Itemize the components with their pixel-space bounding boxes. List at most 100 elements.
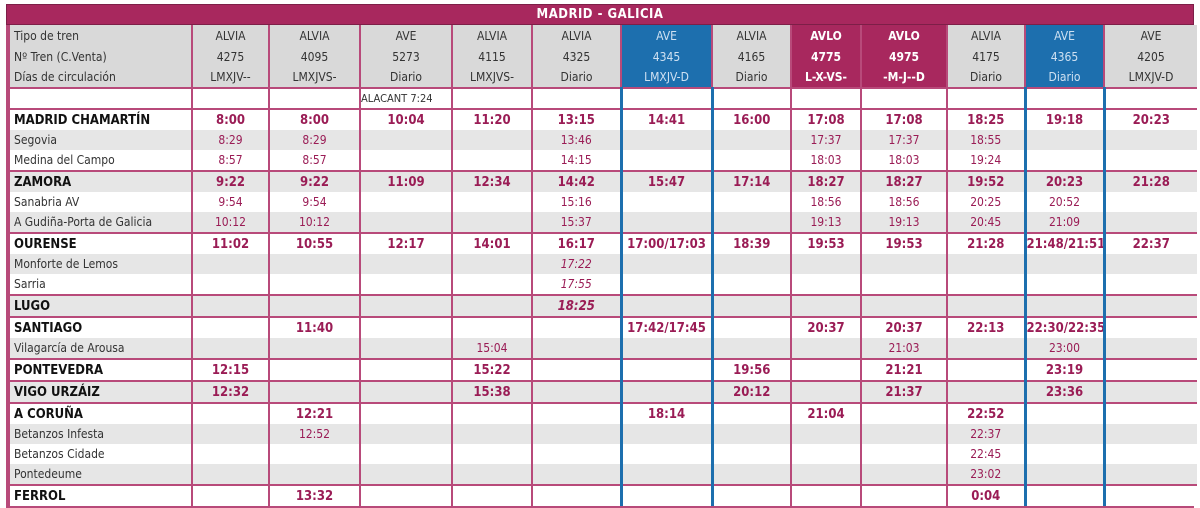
time-cell — [451, 294, 532, 317]
time-cell — [711, 192, 791, 212]
time-cell — [860, 402, 947, 424]
time-cell: 16:00 — [711, 108, 791, 130]
time-cell: 21:04 — [790, 402, 861, 424]
station-name: MADRID CHAMARTÍN — [8, 108, 192, 130]
timetable-title: MADRID - GALICIA — [6, 4, 1194, 25]
time-cell: 18:56 — [790, 192, 861, 212]
note-row: ALACANT 7:24 — [8, 87, 1197, 109]
time-cell: 18:14 — [619, 402, 714, 424]
note-cell — [711, 87, 791, 109]
time-cell: 15:47 — [619, 170, 714, 192]
time-cell: 20:12 — [711, 380, 791, 403]
station-name: FERROL — [8, 484, 192, 506]
time-cell — [860, 444, 947, 464]
time-cell: 13:32 — [268, 484, 360, 506]
time-cell — [531, 316, 621, 338]
time-cell — [711, 316, 791, 338]
time-cell: 22:52 — [946, 402, 1025, 424]
time-cell — [531, 380, 621, 403]
station-name: Monforte de Lemos — [8, 254, 192, 274]
time-cell: 14:15 — [531, 150, 621, 171]
time-cell — [619, 212, 714, 233]
header-label: Días de circulación — [8, 67, 192, 88]
time-cell: 21:28 — [946, 232, 1025, 254]
train-type-cell: ALVIA — [451, 25, 532, 47]
time-cell: 18:39 — [711, 232, 791, 254]
time-cell: 18:55 — [946, 130, 1025, 150]
time-cell — [860, 294, 947, 317]
station-name: Sarria — [8, 274, 192, 295]
time-cell: 9:54 — [268, 192, 360, 212]
time-cell — [451, 484, 532, 506]
time-cell: 19:53 — [790, 232, 861, 254]
time-cell: 20:45 — [946, 212, 1025, 233]
time-cell: 18:27 — [860, 170, 947, 192]
time-cell: 12:17 — [359, 232, 452, 254]
time-cell — [359, 358, 452, 381]
time-cell: 15:37 — [531, 212, 621, 233]
header-row-number: Nº Tren (C.Venta) 4275 4095 5273 4115 4325 434… — [8, 47, 1197, 67]
time-cell — [860, 484, 947, 506]
time-cell — [451, 316, 532, 338]
time-cell — [1103, 444, 1197, 464]
time-cell — [1023, 424, 1106, 444]
station-name: Segovia — [8, 130, 192, 150]
time-cell: 19:18 — [1023, 108, 1106, 130]
time-cell — [531, 464, 621, 485]
time-cell: 9:22 — [191, 170, 269, 192]
time-cell: 8:29 — [268, 130, 360, 150]
time-cell — [711, 464, 791, 485]
time-cell: 12:21 — [268, 402, 360, 424]
time-cell: 19:13 — [860, 212, 947, 233]
time-cell: 18:25 — [531, 294, 621, 317]
time-cell: 23:00 — [1023, 338, 1106, 359]
time-cell — [946, 254, 1025, 274]
time-cell — [1103, 192, 1197, 212]
time-cell — [619, 294, 714, 317]
time-cell — [790, 294, 861, 317]
time-cell — [711, 294, 791, 317]
time-cell — [191, 316, 269, 338]
time-cell — [711, 274, 791, 295]
time-cell — [191, 254, 269, 274]
station-row: A Gudiña-Porta de Galicia 10:12 10:12 15:37… — [8, 212, 1197, 233]
time-cell — [268, 338, 360, 359]
note-cell — [946, 87, 1025, 109]
station-row: FERROL 13:32 0:04 — [8, 484, 1197, 506]
time-cell — [268, 380, 360, 403]
time-cell: 17:55 — [531, 274, 621, 295]
station-name: PONTEVEDRA — [8, 358, 192, 381]
time-cell — [619, 130, 714, 150]
time-cell — [531, 402, 621, 424]
time-cell — [790, 444, 861, 464]
time-cell — [1103, 274, 1197, 295]
train-number-cell: 4205 — [1103, 47, 1197, 67]
time-cell: 10:55 — [268, 232, 360, 254]
time-cell — [1103, 212, 1197, 233]
time-cell — [790, 274, 861, 295]
time-cell — [946, 358, 1025, 381]
time-cell: 13:46 — [531, 130, 621, 150]
time-cell — [268, 358, 360, 381]
train-days-cell: LMXJVS- — [451, 67, 532, 88]
time-cell: 19:53 — [860, 232, 947, 254]
train-type-cell: AVE — [1024, 25, 1104, 47]
time-cell — [711, 150, 791, 171]
train-days-cell: LMXJV-D — [620, 67, 712, 88]
time-cell — [1103, 380, 1197, 403]
time-cell — [531, 484, 621, 506]
time-cell: 17:37 — [790, 130, 861, 150]
time-cell: 19:13 — [790, 212, 861, 233]
time-cell — [268, 444, 360, 464]
time-cell: 22:37 — [1103, 232, 1197, 254]
time-cell — [1023, 130, 1106, 150]
time-cell — [619, 358, 714, 381]
note-cell — [191, 87, 269, 109]
time-cell: 17:37 — [860, 130, 947, 150]
time-cell: 22:45 — [946, 444, 1025, 464]
time-cell: 17:42/17:45 — [619, 316, 714, 338]
time-cell — [790, 484, 861, 506]
train-type-cell: ALVIA — [191, 25, 269, 47]
time-cell: 13:15 — [531, 108, 621, 130]
time-cell: 14:42 — [531, 170, 621, 192]
